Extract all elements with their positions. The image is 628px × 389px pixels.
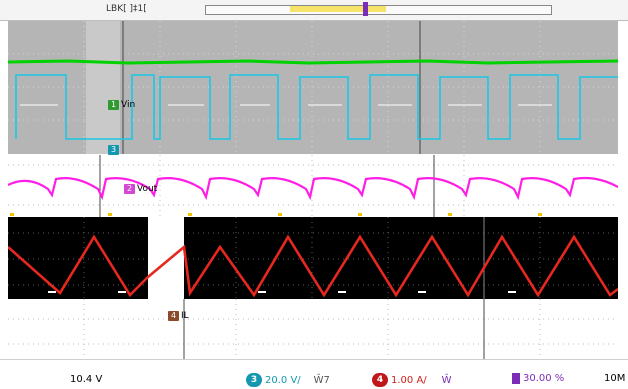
- status-ch4-value: 1.00 A/: [391, 374, 427, 386]
- waveform-pane-lower: [8, 299, 618, 359]
- channel-tag-vin[interactable]: 1 Vin: [108, 100, 135, 110]
- channel-label-il: IL: [181, 311, 189, 321]
- status-ch3-value: 20.0 V/: [265, 374, 301, 386]
- status-ch4-scale[interactable]: 4 1.00 A/ Ŵ: [372, 373, 452, 387]
- status-ch3-scale[interactable]: 3 20.0 V/ Ŵ7: [246, 373, 330, 387]
- vin-trace: [7, 59, 619, 65]
- channel-number-vout: 2: [124, 184, 135, 194]
- channel-label-vin: Vin: [121, 100, 136, 110]
- channel-number-ch3: 3: [108, 145, 119, 155]
- status-ch4-extra: Ŵ: [441, 374, 452, 386]
- trigger-level-icon: [512, 373, 520, 384]
- channel-number-vin: 1: [108, 100, 119, 110]
- il-graticule: [7, 217, 619, 299]
- vin-graticule: [7, 21, 619, 154]
- status-bar: 10.4 V 3 20.0 V/ Ŵ7 4 1.00 A/ Ŵ 30.00 % …: [0, 359, 628, 389]
- status-trigger-level[interactable]: 30.00 %: [512, 373, 564, 384]
- toolbar-label: LBK[ ]‡1[: [106, 4, 147, 14]
- status-ch3-badge: 3: [246, 373, 262, 387]
- waveform-pane-vin: [7, 21, 619, 154]
- waveform-pane-il: [7, 217, 619, 299]
- record-position-marker[interactable]: [363, 2, 368, 16]
- status-left-value: 10.4 V: [70, 374, 103, 385]
- vout-graticule: [7, 155, 619, 217]
- lower-graticule: [8, 299, 618, 359]
- switch-trace-ch3: [15, 74, 618, 140]
- status-trigger-value: 30.00 %: [523, 373, 565, 384]
- il-trace: [7, 234, 619, 298]
- channel-tag-il[interactable]: 4 IL: [168, 311, 189, 321]
- status-timebase-value: 10M: [604, 373, 626, 384]
- record-toolbar: LBK[ ]‡1[: [0, 0, 628, 21]
- channel-label-vout: Vout: [137, 184, 158, 194]
- vout-trace: [7, 176, 619, 201]
- channel-tag-vout[interactable]: 2 Vout: [124, 184, 157, 194]
- channel-tag-ch3[interactable]: 3: [108, 145, 121, 155]
- status-left-readout[interactable]: 10.4 V: [70, 374, 102, 385]
- status-timebase[interactable]: 10M: [604, 373, 625, 384]
- channel-number-il: 4: [168, 311, 179, 321]
- status-ch3-extra: Ŵ7: [313, 374, 330, 386]
- status-ch4-badge: 4: [372, 373, 388, 387]
- waveform-pane-vout: [7, 155, 619, 217]
- record-view-window[interactable]: [290, 6, 386, 12]
